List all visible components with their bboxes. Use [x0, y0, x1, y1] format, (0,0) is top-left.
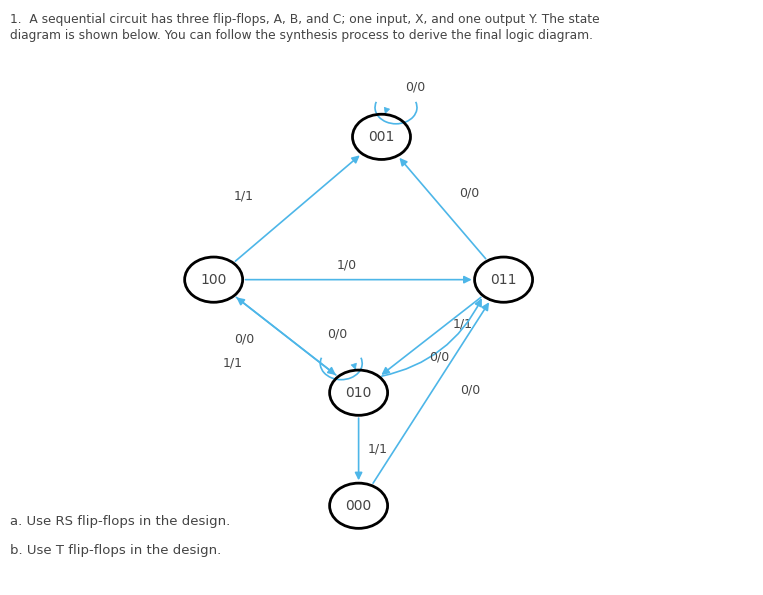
Text: 1/1: 1/1	[368, 443, 388, 456]
Text: 001: 001	[369, 130, 394, 144]
Text: 0/0: 0/0	[459, 187, 479, 200]
Text: diagram is shown below. You can follow the synthesis process to derive the final: diagram is shown below. You can follow t…	[10, 29, 593, 42]
Text: b. Use T flip-flops in the design.: b. Use T flip-flops in the design.	[10, 544, 221, 558]
Text: 1/1: 1/1	[223, 356, 243, 369]
Text: 1/1: 1/1	[234, 190, 254, 203]
Text: 1/0: 1/0	[337, 258, 357, 271]
Text: 1.  A sequential circuit has three flip-flops, A, B, and C; one input, X, and on: 1. A sequential circuit has three flip-f…	[10, 13, 600, 26]
Text: 0/0: 0/0	[234, 333, 254, 346]
Text: a. Use RS flip-flops in the design.: a. Use RS flip-flops in the design.	[10, 515, 230, 528]
Text: 0/0: 0/0	[405, 80, 425, 93]
Text: 1/1: 1/1	[452, 318, 472, 331]
Text: 100: 100	[201, 273, 227, 287]
Text: 0/0: 0/0	[327, 327, 347, 340]
Text: 011: 011	[491, 273, 517, 287]
Text: 0/0: 0/0	[460, 383, 480, 396]
Text: 0/0: 0/0	[430, 350, 449, 364]
Text: 000: 000	[346, 499, 372, 513]
Text: 010: 010	[346, 386, 372, 400]
